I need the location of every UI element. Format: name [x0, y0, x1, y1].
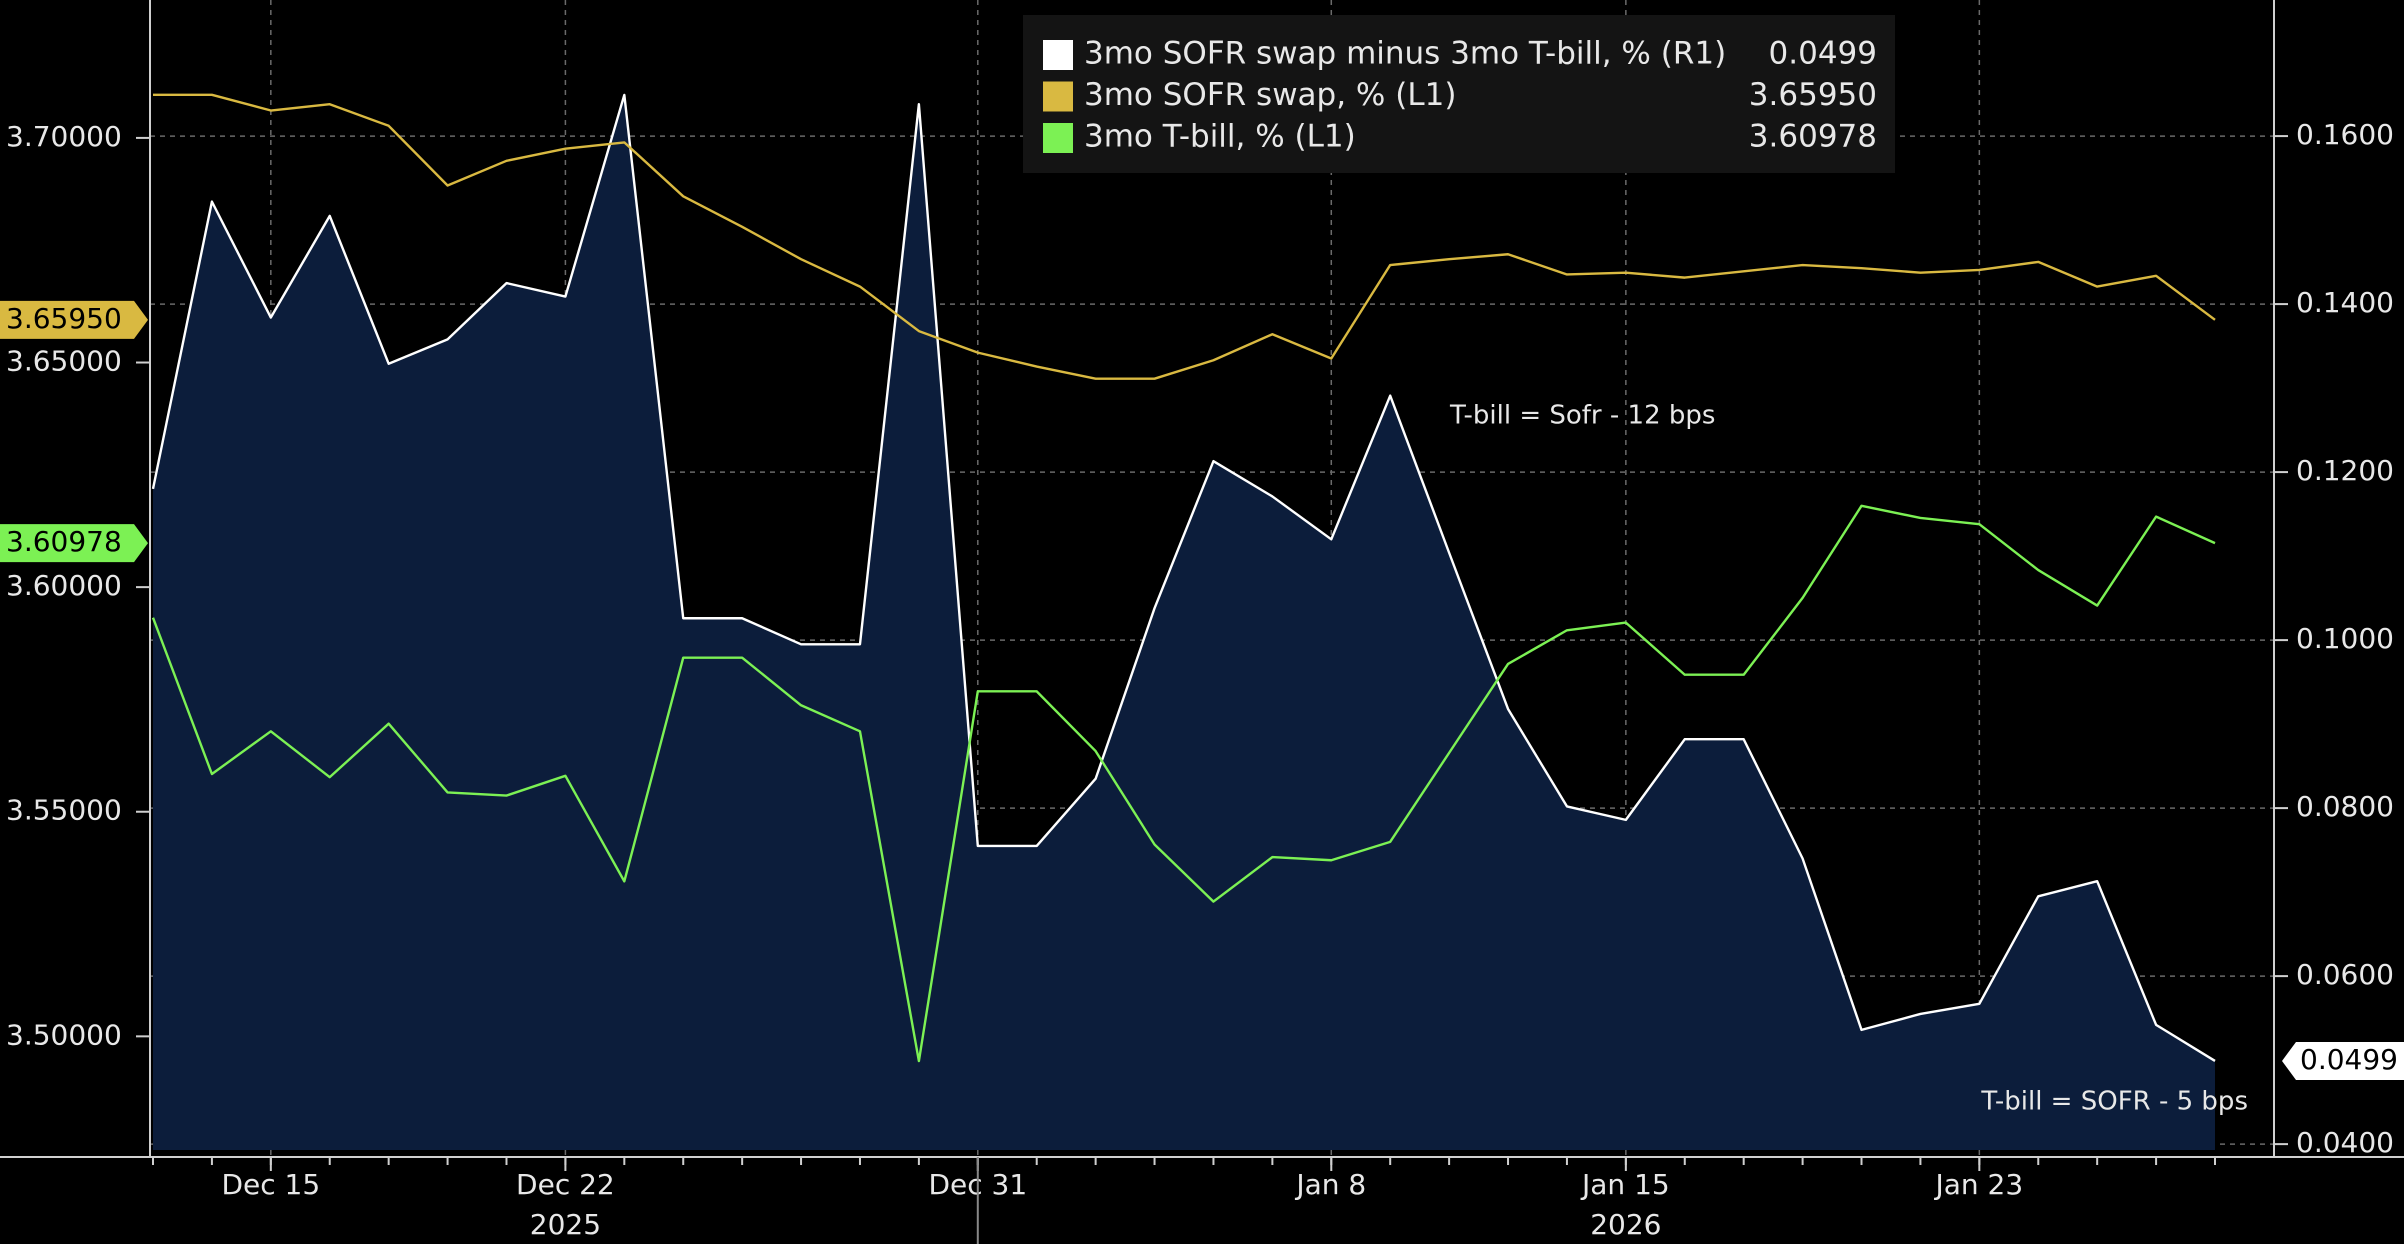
y2-tick-label: 0.0800 [2296, 790, 2394, 823]
legend-value: 3.60978 [1749, 119, 1877, 155]
y-tick-label: 3.50000 [6, 1018, 122, 1051]
y2-tick-label: 0.1600 [2296, 118, 2394, 151]
line [151, 93, 2216, 1062]
legend-label: 3mo T-bill, % (L1) [1084, 119, 1356, 155]
legend-label: 3mo SOFR swap minus 3mo T-bill, % (R1) [1084, 36, 1726, 72]
annotation: T-bill = Sofr - 12 bps [1449, 401, 1715, 431]
legend-box [1023, 15, 1895, 173]
y2-tick-label: 0.1400 [2296, 286, 2394, 319]
legend-value: 3.65950 [1749, 77, 1877, 113]
legend-swatch [1043, 40, 1073, 70]
y2-tick-label: 0.1000 [2296, 622, 2394, 655]
y-tick-label: 3.70000 [6, 120, 122, 153]
y-tick-label: 3.55000 [6, 794, 122, 827]
annotation: T-bill = SOFR - 5 bps [1980, 1087, 2248, 1117]
x-tick-label: Jan 23 [1933, 1168, 2023, 1201]
legend: 3mo SOFR swap minus 3mo T-bill, % (R1) 0.… [1023, 15, 1895, 173]
x-tick-label: Jan 8 [1294, 1168, 1366, 1201]
x-tick-label: Dec 22 [516, 1168, 615, 1201]
value-tag-label: 3.60978 [6, 525, 122, 558]
legend-swatch [1043, 81, 1073, 112]
value-tag-label: 0.0499 [2300, 1043, 2398, 1076]
year-label: 2026 [1590, 1208, 1661, 1241]
y2-tick-label: 0.0600 [2296, 958, 2394, 991]
area [153, 94, 2215, 1150]
y-tick-label: 3.65000 [6, 345, 122, 378]
legend-swatch [1043, 123, 1073, 153]
value-tag [0, 524, 148, 563]
y2-tick-label: 0.1200 [2296, 454, 2394, 487]
legend-value: 0.0499 [1769, 36, 1877, 72]
y-tick-label: 3.60000 [6, 569, 122, 602]
y2-tick-label: 0.0400 [2296, 1126, 2394, 1159]
legend-label: 3mo SOFR swap, % (L1) [1084, 77, 1456, 113]
value-tag-label: 3.65950 [6, 302, 122, 335]
value-tag [2282, 1041, 2404, 1080]
x-tick-label: Dec 15 [221, 1168, 320, 1201]
year-label: 2025 [530, 1208, 601, 1241]
line [153, 93, 2216, 380]
value-tag [0, 300, 148, 339]
x-tick-label: Jan 15 [1580, 1168, 1670, 1201]
line [151, 504, 2216, 1063]
